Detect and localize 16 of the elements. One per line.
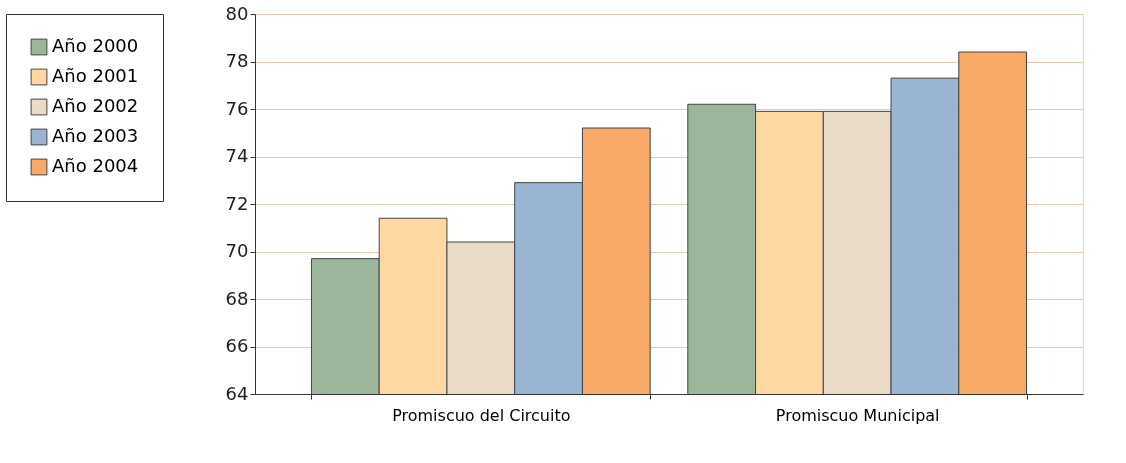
x-tick-label: Promiscuo del Circuito: [392, 405, 571, 425]
legend-label: Año 2003: [52, 125, 139, 146]
x-tick-label: Promiscuo Municipal: [775, 405, 940, 425]
y-tick-label: 72: [225, 192, 249, 214]
y-tick-label: 78: [225, 50, 249, 71]
legend-label: Año 2002: [52, 95, 139, 116]
y-tick-label: 76: [225, 97, 249, 119]
y-tick-label: 66: [225, 335, 249, 356]
legend-label: Año 2004: [52, 155, 139, 176]
legend-label: Año 2001: [52, 65, 139, 86]
y-tick-label: 70: [225, 240, 249, 261]
y-tick-label: 64: [225, 382, 249, 404]
legend-label: Año 2000: [52, 35, 139, 56]
y-tick-label: 74: [225, 145, 249, 166]
y-tick-label: 80: [225, 2, 249, 24]
y-tick-label: 68: [225, 287, 249, 309]
